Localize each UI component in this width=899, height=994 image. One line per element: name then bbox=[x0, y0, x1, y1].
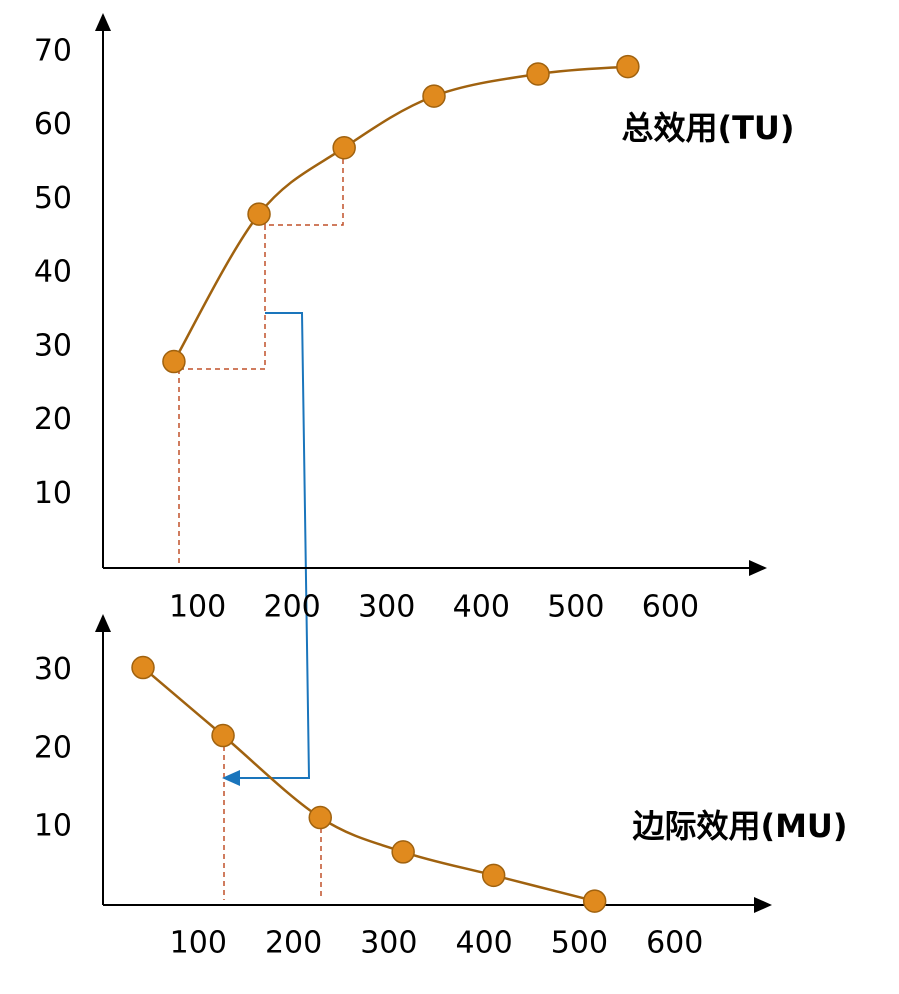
y-tick-label: 20 bbox=[34, 402, 72, 437]
x-tick-label: 200 bbox=[264, 590, 321, 625]
y-tick-label: 70 bbox=[34, 33, 72, 68]
y-tick-label: 30 bbox=[34, 652, 72, 687]
point bbox=[162, 349, 186, 374]
y-tick-label: 10 bbox=[34, 476, 72, 511]
point bbox=[582, 889, 607, 913]
x-tick-label: 500 bbox=[551, 926, 608, 961]
curve bbox=[142, 666, 595, 903]
x-tick-label: 500 bbox=[547, 590, 604, 625]
x-tick-label: 400 bbox=[453, 590, 510, 625]
point bbox=[616, 54, 640, 79]
point bbox=[308, 805, 333, 830]
point bbox=[332, 135, 356, 160]
x-tick-label: 600 bbox=[642, 590, 699, 625]
point bbox=[481, 863, 506, 888]
y-tick-label: 40 bbox=[34, 255, 72, 290]
y-tick-label: 20 bbox=[34, 730, 72, 765]
y-tick-label: 60 bbox=[34, 107, 72, 142]
dashed-guide bbox=[179, 150, 344, 370]
point bbox=[422, 84, 446, 108]
guide-lines bbox=[178, 150, 344, 900]
point bbox=[391, 840, 415, 864]
x-tick-label: 600 bbox=[646, 926, 703, 961]
chart-title: 边际效用(MU) bbox=[632, 807, 847, 845]
x-tick-label: 200 bbox=[265, 926, 322, 961]
blue-arrow bbox=[222, 312, 311, 786]
chart-title: 总效用(TU) bbox=[621, 109, 794, 147]
point bbox=[211, 723, 235, 748]
x-tick-label: 400 bbox=[456, 926, 513, 961]
y-tick-label: 50 bbox=[34, 181, 72, 216]
x-tick-label: 100 bbox=[169, 590, 226, 625]
y-tick-label: 10 bbox=[34, 808, 72, 843]
x-tick-label: 300 bbox=[358, 590, 415, 625]
x-tick-label: 300 bbox=[360, 926, 417, 961]
point bbox=[247, 202, 271, 226]
point bbox=[526, 62, 550, 86]
y-tick-label: 30 bbox=[34, 328, 72, 363]
x-tick-label: 100 bbox=[170, 926, 227, 961]
curve bbox=[172, 65, 628, 363]
point bbox=[131, 655, 155, 680]
